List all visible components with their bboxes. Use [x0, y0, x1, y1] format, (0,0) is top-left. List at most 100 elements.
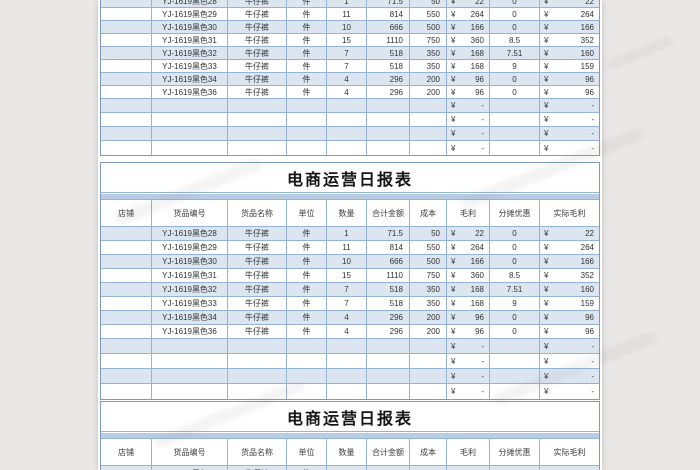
cell-code	[152, 127, 228, 140]
currency-symbol: ¥	[544, 387, 549, 396]
cell-value: 168	[470, 48, 484, 58]
cell-name: 牛仔裤	[228, 73, 287, 85]
cell-name: 牛仔裤	[228, 241, 287, 254]
cell-discount	[490, 369, 540, 383]
cell-value: -	[591, 341, 594, 351]
currency-symbol: ¥	[451, 371, 456, 381]
cell-shop	[101, 269, 152, 282]
column-header-shop: 店铺	[101, 200, 152, 226]
currency-symbol: ¥	[544, 9, 549, 19]
cell-discount	[490, 384, 540, 399]
cell-qty	[327, 384, 367, 399]
watermark-smudge	[605, 35, 675, 71]
cell-name	[228, 141, 287, 155]
cell-profit: ¥264	[447, 8, 490, 20]
cell-actual_profit: ¥ -	[540, 339, 599, 353]
cell-name	[228, 384, 287, 399]
cell-cost	[410, 354, 447, 368]
cell-shop	[101, 466, 152, 470]
cell-actual_profit: ¥352	[540, 269, 599, 282]
cell-code: YJ-1619黑色33	[152, 60, 228, 72]
cell-amount	[367, 354, 410, 368]
currency-symbol: ¥	[451, 313, 456, 322]
cell-value: 160	[580, 285, 594, 294]
currency-symbol: ¥	[451, 115, 456, 124]
currency-symbol: ¥	[451, 0, 456, 6]
table-row: YJ-1619黑色33 牛仔裤件 7 518 350 ¥168 9 ¥159	[101, 60, 599, 73]
cell-amount: 666	[367, 21, 410, 33]
currency-symbol: ¥	[451, 327, 456, 336]
currency-symbol: ¥	[544, 271, 549, 280]
currency-symbol: ¥	[544, 257, 549, 266]
currency-symbol: ¥	[544, 285, 549, 294]
cell-amount	[367, 369, 410, 383]
cell-value: 22	[475, 229, 484, 238]
cell-actual_profit: ¥159	[540, 297, 599, 310]
cell-actual_profit: ¥22	[540, 227, 599, 240]
cell-code: YJ-1619黑色34	[152, 311, 228, 324]
column-header-code: 货品编号	[152, 200, 228, 226]
cell-shop	[101, 8, 152, 20]
cell-amount: 814	[367, 241, 410, 254]
cell-code: YJ-1619黑色28	[152, 0, 228, 7]
cell-discount	[490, 339, 540, 353]
cell-amount: 296	[367, 311, 410, 324]
column-header-discount: 分摊优惠	[490, 200, 540, 226]
cell-code	[152, 113, 228, 126]
cell-amount	[367, 113, 410, 126]
cell-unit: 件	[287, 0, 327, 7]
cell-cost	[410, 127, 447, 140]
cell-value: 96	[475, 313, 484, 322]
cell-code: YJ-1619黑色29	[152, 8, 228, 20]
cell-value: -	[591, 115, 594, 124]
cell-shop	[101, 297, 152, 310]
cell-value: 22	[475, 469, 484, 470]
cell-cost: 50	[410, 0, 447, 7]
currency-symbol: ¥	[451, 61, 456, 71]
cell-actual_profit: ¥ -	[540, 384, 599, 399]
cell-amount: 814	[367, 8, 410, 20]
column-header-amount: 合计金额	[367, 439, 410, 465]
currency-symbol: ¥	[544, 469, 548, 470]
cell-cost: 200	[410, 73, 447, 85]
cell-actual_profit: ¥159	[540, 60, 599, 72]
cell-name: 牛仔裤	[228, 21, 287, 33]
cell-value: 168	[470, 285, 484, 294]
cell-qty: 10	[327, 21, 367, 33]
cell-code: YJ-1619黑色30	[152, 255, 228, 268]
cell-shop	[101, 241, 152, 254]
cell-cost: 200	[410, 325, 447, 338]
cell-amount: 296	[367, 325, 410, 338]
cell-amount	[367, 141, 410, 155]
cell-amount: 1110	[367, 34, 410, 46]
cell-amount: 296	[367, 73, 410, 85]
cell-unit	[287, 99, 327, 112]
currency-symbol: ¥	[451, 387, 456, 396]
cell-value: 168	[470, 61, 484, 71]
cell-shop	[101, 99, 152, 112]
cell-amount: 71.5	[367, 227, 410, 240]
table-row: YJ-1619黑色33 牛仔裤件 7 518 350 ¥168 9 ¥159	[101, 297, 599, 311]
cell-profit: ¥22	[447, 227, 490, 240]
report-section-top: YJ-1619黑色28 牛仔裤件 1 71.5 50 ¥22 0 ¥22 YJ-1619黑色29…	[100, 0, 600, 156]
cell-amount	[367, 127, 410, 140]
column-header-unit: 单位	[287, 200, 327, 226]
cell-amount	[367, 99, 410, 112]
cell-discount	[490, 141, 540, 155]
cell-name: 牛仔裤	[228, 227, 287, 240]
cell-discount: 7.51	[490, 283, 540, 296]
cell-amount: 518	[367, 297, 410, 310]
currency-symbol: ¥	[544, 101, 549, 110]
cell-code: YJ-1619黑色33	[152, 297, 228, 310]
table-row: YJ-1619黑色32 牛仔裤件 7 518 350 ¥168 7.51 ¥160	[101, 47, 599, 60]
cell-cost: 350	[410, 47, 447, 59]
cell-value: 159	[580, 61, 594, 71]
cell-actual_profit: ¥264	[540, 8, 599, 20]
cell-code: YJ-1619黑色29	[152, 241, 228, 254]
cell-code: YJ-1619黑色28	[152, 466, 228, 470]
cell-code: YJ-1619黑色34	[152, 73, 228, 85]
cell-cost: 350	[410, 297, 447, 310]
currency-symbol: ¥	[451, 243, 456, 252]
cell-code: YJ-1619黑色30	[152, 21, 228, 33]
